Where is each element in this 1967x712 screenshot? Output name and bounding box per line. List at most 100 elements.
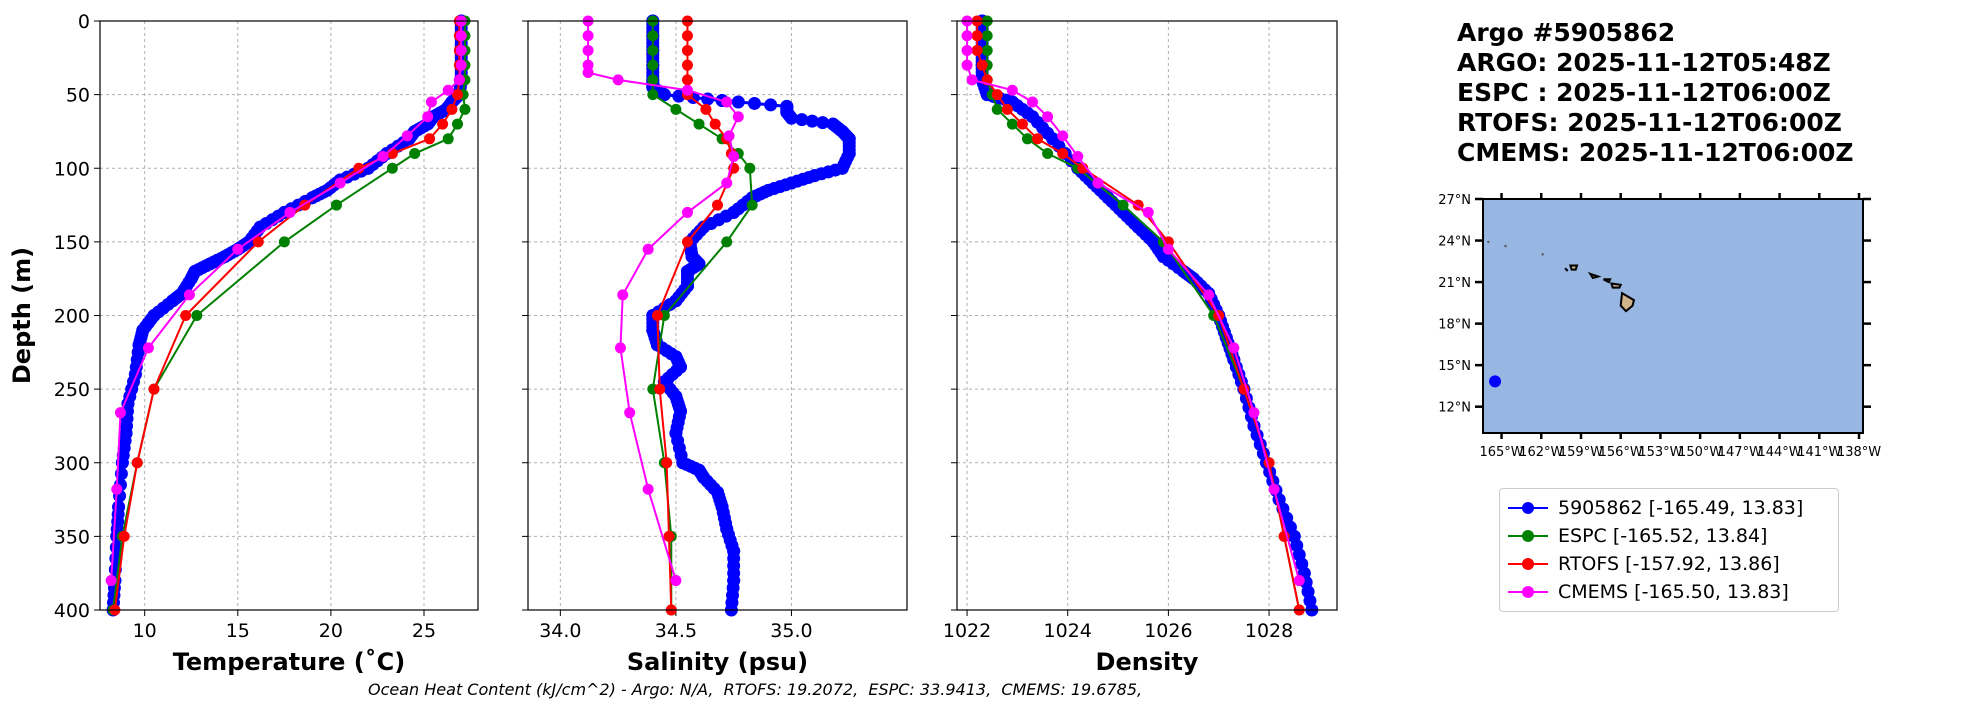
legend-item-argo: 5905862 [-165.49, 13.83]	[1508, 494, 1830, 522]
data-point	[670, 103, 682, 115]
panel-salinity	[522, 14, 908, 617]
atoll	[1487, 240, 1490, 244]
data-point	[284, 206, 296, 218]
data-point	[826, 117, 840, 131]
x-tick-label: 34.5	[655, 620, 697, 642]
data-point	[808, 169, 822, 183]
data-point	[453, 74, 465, 86]
data-point	[764, 98, 778, 112]
y-tick-label: 300	[54, 453, 90, 475]
x-tick-label: 35.0	[770, 620, 812, 642]
data-point	[642, 243, 654, 255]
data-point	[1042, 148, 1054, 160]
data-point	[732, 111, 744, 123]
map-y-tick-label: 12°N	[1438, 401, 1471, 416]
data-point	[1142, 206, 1154, 218]
data-point	[112, 500, 126, 514]
data-point	[971, 30, 983, 42]
data-point	[674, 360, 688, 374]
data-point	[657, 88, 671, 102]
data-point	[1228, 342, 1240, 354]
data-point	[711, 485, 724, 499]
data-point	[1162, 243, 1174, 255]
legend-marker	[1508, 498, 1548, 518]
data-point	[1021, 133, 1033, 145]
map-x-tick-label: 159°W	[1559, 445, 1603, 460]
y-axis-label: Depth (m)	[8, 247, 36, 384]
data-point	[446, 103, 458, 115]
map-y-tick-label: 18°N	[1438, 318, 1471, 333]
data-point	[1025, 110, 1039, 124]
data-point	[715, 500, 729, 514]
data-point	[681, 44, 693, 56]
y-tick-label: 50	[66, 85, 90, 107]
map-x-tick-label: 144°W	[1757, 445, 1801, 460]
data-point	[1057, 148, 1069, 160]
legend-label: ESPC [-165.52, 13.84]	[1558, 525, 1768, 547]
x-tick-label: 1024	[1044, 620, 1092, 642]
data-point	[452, 118, 464, 130]
data-point	[728, 150, 740, 162]
y-tick-label: 400	[54, 600, 90, 622]
data-point	[111, 483, 123, 495]
data-point	[669, 389, 683, 403]
data-point	[617, 289, 629, 301]
map-x-tick-label: 165°W	[1479, 445, 1523, 460]
data-point	[731, 95, 745, 109]
data-point	[784, 176, 798, 190]
data-point	[459, 103, 471, 115]
data-point	[105, 575, 117, 587]
data-point	[132, 338, 146, 352]
data-point	[723, 130, 735, 142]
title-line-espc: ESPC : 2025-11-12T06:00Z	[1457, 78, 1831, 107]
figure-title: Argo #5905862 ARGO: 2025-11-12T05:48Z ES…	[1457, 18, 1854, 168]
data-point	[700, 103, 712, 115]
data-point	[1026, 96, 1038, 108]
x-axis-label: Salinity (psu)	[627, 648, 808, 676]
data-point	[721, 96, 733, 108]
data-point	[680, 279, 694, 293]
data-point	[442, 84, 454, 96]
data-point	[252, 236, 264, 248]
location-map	[1475, 193, 1871, 439]
data-point	[747, 96, 761, 110]
y-tick-label: 250	[54, 379, 90, 401]
island	[1609, 282, 1623, 289]
data-point	[676, 456, 690, 470]
data-point	[681, 206, 693, 218]
data-point	[203, 257, 217, 271]
data-point	[424, 133, 436, 145]
data-point	[218, 250, 232, 264]
data-point	[232, 243, 244, 255]
map-x-tick-label: 141°W	[1797, 445, 1841, 460]
legend-item-cmems: CMEMS [-165.50, 13.83]	[1508, 578, 1830, 606]
data-point	[330, 199, 342, 211]
y-tick-label: 0	[78, 11, 90, 33]
map-x-tick-label: 150°W	[1678, 445, 1722, 460]
data-point	[142, 342, 154, 354]
data-point	[119, 426, 133, 440]
data-point	[1006, 84, 1018, 96]
title-line-float: Argo #5905862	[1457, 18, 1676, 47]
data-point	[669, 350, 683, 364]
data-point	[1042, 111, 1054, 123]
data-point	[422, 111, 434, 123]
data-point	[442, 133, 454, 145]
axes-frame	[527, 20, 908, 611]
data-point	[455, 59, 467, 71]
data-point	[674, 404, 688, 418]
panel-density	[951, 14, 1338, 617]
island	[1564, 267, 1569, 272]
x-tick-label: 1026	[1144, 620, 1192, 642]
data-point	[1287, 529, 1301, 543]
x-tick-label: 25	[412, 620, 436, 642]
x-tick-label: 20	[319, 620, 343, 642]
data-point	[647, 30, 659, 42]
data-point	[1203, 289, 1215, 301]
data-point	[981, 30, 993, 42]
data-point	[693, 118, 705, 130]
title-line-rtofs: RTOFS: 2025-11-12T06:00Z	[1457, 108, 1842, 137]
data-point	[1006, 118, 1018, 130]
atoll	[1504, 244, 1507, 248]
